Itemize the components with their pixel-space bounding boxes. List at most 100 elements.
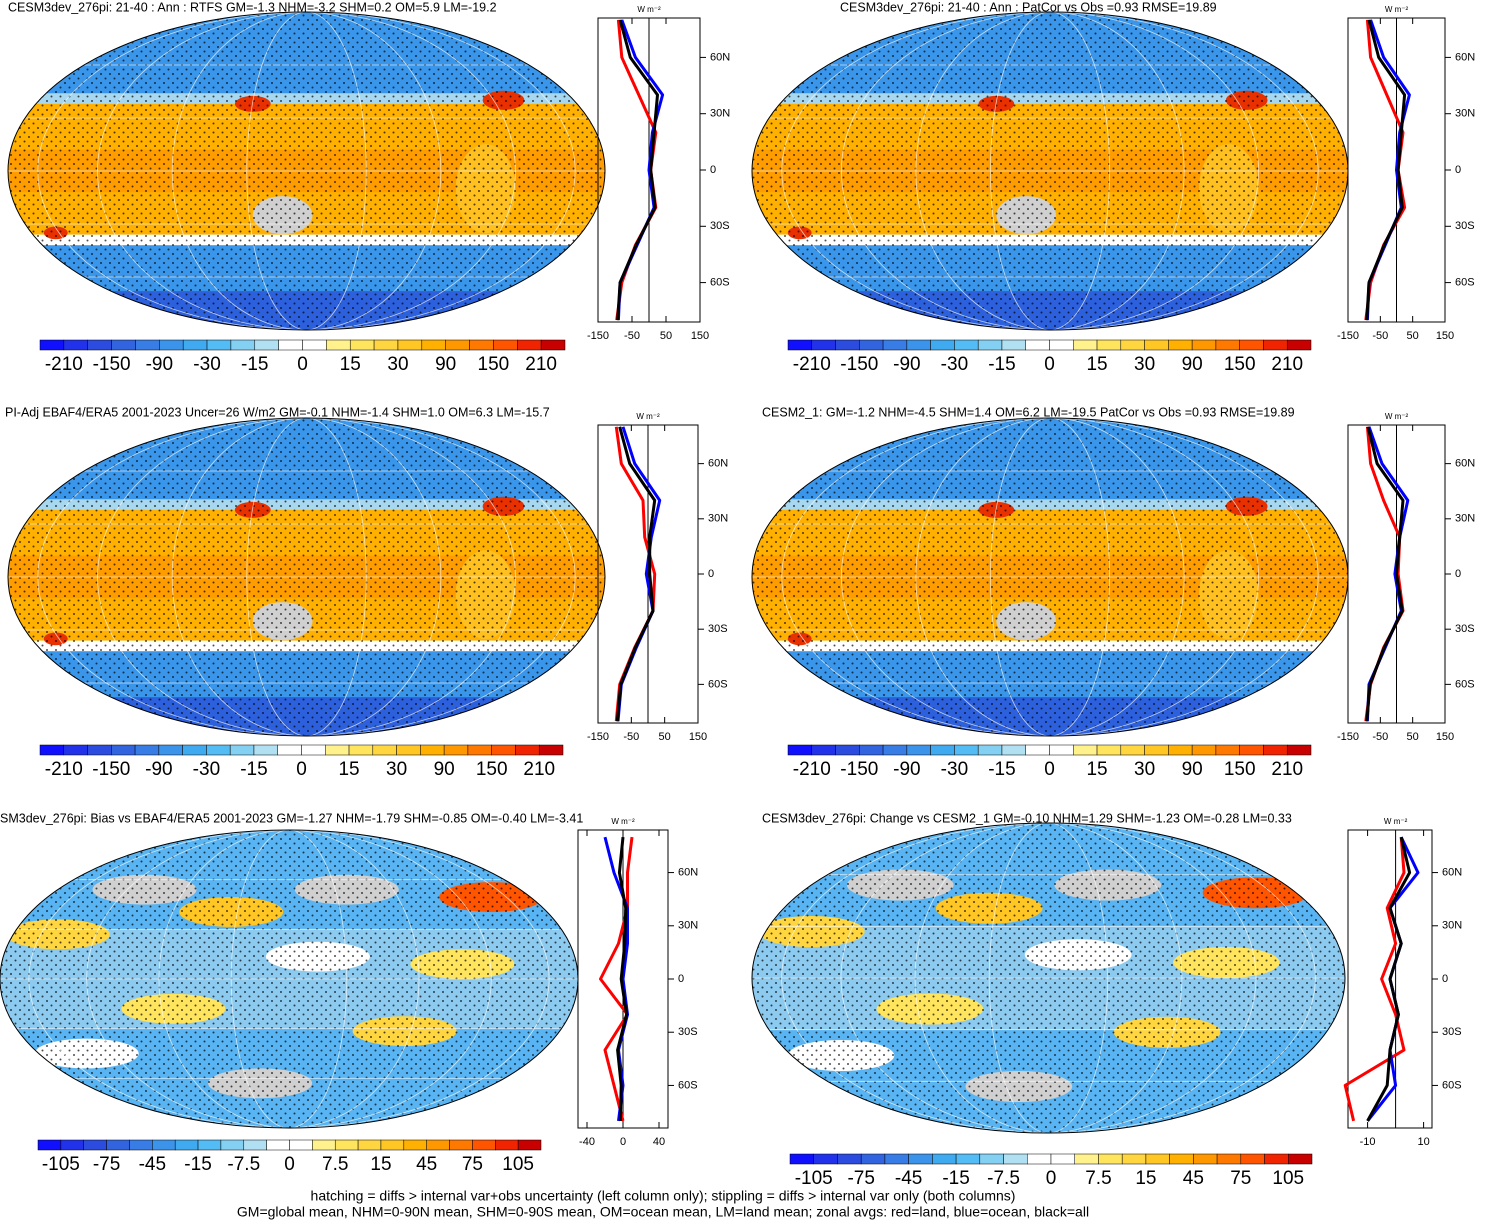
graticule bbox=[914, 823, 1183, 1133]
colorbar-label: 150 bbox=[1224, 354, 1256, 375]
colorbar-cell bbox=[39, 339, 65, 351]
panel-title: CESM2_1: GM=-1.2 NHM=-4.5 SHM=1.4 OM=6.2… bbox=[762, 405, 1295, 419]
colorbar-label: -45 bbox=[895, 1168, 922, 1189]
panel-title: SM3dev_276pi: Bias vs EBAF4/ERA5 2001-20… bbox=[0, 811, 583, 825]
colorbar-cell bbox=[1193, 1153, 1218, 1165]
colorbar-label: 150 bbox=[478, 354, 510, 375]
units: W m⁻² bbox=[611, 817, 635, 826]
y-tick-label: 30S bbox=[1442, 1026, 1462, 1038]
colorbar-cell bbox=[1169, 1153, 1194, 1165]
graticule bbox=[988, 823, 1109, 1133]
x-tick-label: 50 bbox=[1407, 330, 1419, 342]
colorbar-cell bbox=[1001, 744, 1026, 756]
y-tick-label: 0 bbox=[710, 164, 716, 176]
graticule bbox=[781, 823, 1316, 1133]
colorbar-label: -210 bbox=[793, 354, 831, 375]
colorbar-cell bbox=[1264, 1153, 1289, 1165]
colorbar-cell bbox=[60, 1139, 84, 1151]
colorbar-label: 90 bbox=[1182, 354, 1203, 375]
colorbar-cell bbox=[1049, 744, 1074, 756]
y-tick-label: 30N bbox=[710, 108, 730, 120]
colorbar-label: 0 bbox=[296, 759, 307, 780]
colorbar-cell bbox=[859, 744, 884, 756]
colorbar-cell bbox=[326, 339, 351, 351]
colorbar-cell bbox=[1145, 1153, 1170, 1165]
colorbar-cell bbox=[220, 1139, 245, 1151]
colorbar-cell bbox=[1096, 744, 1122, 756]
colorbar-cell bbox=[1096, 339, 1122, 351]
colorbar-cell bbox=[230, 339, 256, 351]
colorbar-cell bbox=[253, 744, 278, 756]
colorbar-cell bbox=[182, 339, 208, 351]
colorbar-cell bbox=[906, 744, 931, 756]
colorbar-cell bbox=[517, 1139, 542, 1151]
map-outline bbox=[7, 417, 606, 737]
colorbar-label: 150 bbox=[476, 759, 508, 780]
x-tick-label: -40 bbox=[579, 1136, 595, 1148]
colorbar-cell bbox=[882, 744, 908, 756]
x-tick-label: -150 bbox=[587, 330, 609, 342]
colorbar-cell bbox=[467, 744, 492, 756]
colorbar-cell bbox=[334, 1139, 359, 1151]
colorbar-label: -30 bbox=[193, 354, 220, 375]
colorbar-cell bbox=[37, 1139, 62, 1151]
colorbar-label: -15 bbox=[241, 354, 268, 375]
colorbar-cell bbox=[1215, 339, 1240, 351]
zonal-line bbox=[1366, 836, 1420, 1122]
colorbar-label: -7.5 bbox=[227, 1154, 260, 1175]
graticule bbox=[990, 12, 1111, 330]
colorbar-label: 105 bbox=[502, 1154, 534, 1175]
colorbar-cell bbox=[1288, 1153, 1313, 1165]
y-tick-label: 60N bbox=[710, 51, 730, 63]
x-tick-label: -50 bbox=[1372, 731, 1388, 743]
colorbar-label: -210 bbox=[793, 759, 831, 780]
colorbar-cell bbox=[129, 1139, 153, 1151]
colorbar-cell bbox=[1073, 744, 1098, 756]
colorbar-cell bbox=[357, 1139, 382, 1151]
graticule bbox=[97, 418, 516, 736]
colorbar-cell bbox=[540, 339, 566, 351]
y-tick-label: 0 bbox=[708, 568, 714, 580]
colorbar-cell bbox=[159, 339, 184, 351]
colorbar-cell bbox=[83, 1139, 107, 1151]
colorbar-cell bbox=[979, 1153, 1004, 1165]
colorbar-label: 7.5 bbox=[322, 1154, 348, 1175]
colorbar-label: -105 bbox=[795, 1168, 833, 1189]
colorbar-cell bbox=[1239, 339, 1264, 351]
x-tick-label: -10 bbox=[1360, 1136, 1376, 1148]
x-tick-label: -150 bbox=[1337, 731, 1359, 743]
colorbar-cell bbox=[39, 744, 65, 756]
colorbar-label: 15 bbox=[1135, 1168, 1156, 1189]
graticule bbox=[781, 418, 1319, 736]
map bbox=[8, 12, 605, 330]
graticule bbox=[97, 12, 516, 330]
colorbar-label: -75 bbox=[93, 1154, 120, 1175]
colorbar-label: -90 bbox=[893, 759, 920, 780]
y-tick-label: 30S bbox=[678, 1026, 698, 1038]
colorbar-label: 30 bbox=[1134, 354, 1155, 375]
colorbar-label: -90 bbox=[146, 354, 173, 375]
y-tick-label: 0 bbox=[678, 973, 684, 985]
colorbar-cell bbox=[1120, 339, 1145, 351]
colorbar-cell bbox=[1121, 1153, 1147, 1165]
colorbar-cell bbox=[977, 339, 1003, 351]
colorbar-label: -210 bbox=[45, 759, 83, 780]
zonal-line bbox=[1365, 426, 1405, 722]
colorbar-cell bbox=[930, 339, 955, 351]
colorbar-cell bbox=[134, 744, 160, 756]
colorbar-cell bbox=[111, 339, 136, 351]
x-tick-label: -50 bbox=[624, 330, 640, 342]
colorbar-cell bbox=[1003, 1153, 1028, 1165]
colorbar-label: 90 bbox=[435, 354, 456, 375]
colorbar-cell bbox=[301, 744, 326, 756]
colorbar-label: 0 bbox=[1044, 354, 1055, 375]
map bbox=[752, 418, 1348, 736]
graticule bbox=[171, 12, 442, 330]
graticule bbox=[915, 12, 1185, 330]
colorbar-cell bbox=[174, 1139, 199, 1151]
map-outline bbox=[7, 11, 606, 331]
colorbar-label: -150 bbox=[92, 759, 130, 780]
colorbar-label: 7.5 bbox=[1085, 1168, 1111, 1189]
y-tick-label: 60N bbox=[1442, 866, 1462, 878]
